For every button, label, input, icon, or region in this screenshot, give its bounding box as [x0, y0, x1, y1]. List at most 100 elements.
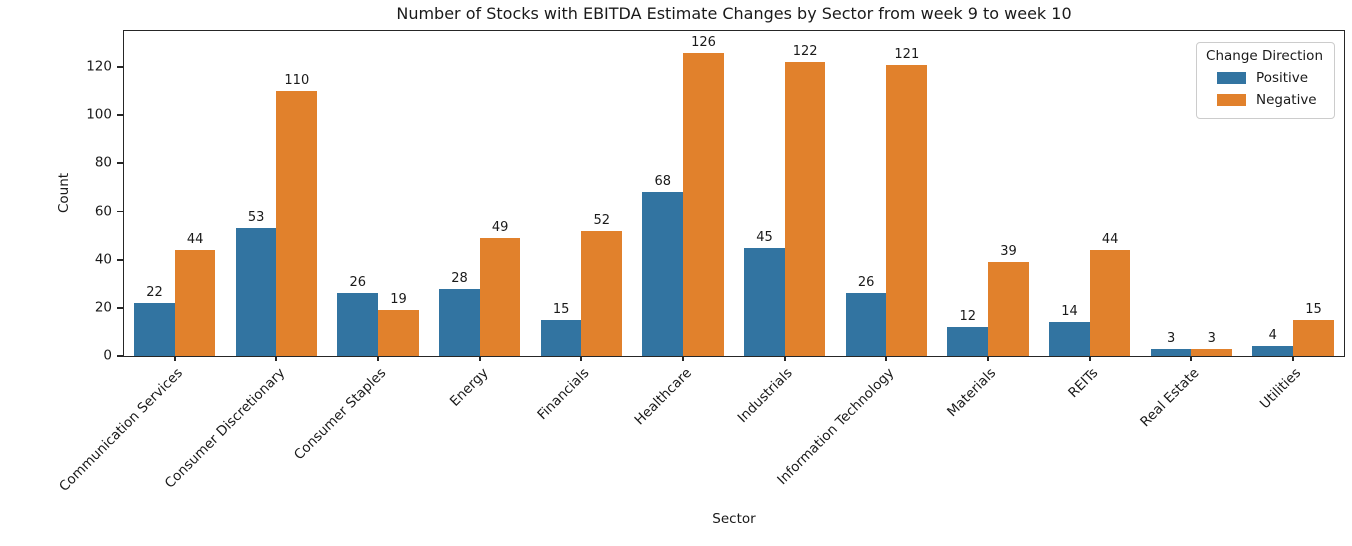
x-tick-label-financials: Financials	[534, 365, 593, 424]
bar-positive-information-technology	[845, 293, 887, 356]
bar-group-information-technology: 26 121 Information Technology	[775, 31, 938, 488]
bar-positive-real-estate	[1150, 348, 1192, 356]
bar-negative-energy	[479, 238, 521, 356]
legend: Change Direction Positive Negative	[1196, 42, 1335, 119]
x-tick-label-reits: REITs	[1065, 365, 1102, 402]
bar-negative-financials	[581, 230, 623, 356]
bar-negative-materials	[988, 262, 1029, 356]
x-tick-mark	[682, 356, 684, 361]
bar-positive-communication-services	[134, 303, 175, 356]
x-tick-mark	[580, 356, 583, 361]
plot-area: 22 44 Communication Services 53 110 Consumer …	[56, 30, 1345, 495]
bar-negative-reits	[1089, 250, 1131, 356]
bar-value-label: 121	[894, 46, 920, 62]
x-tick-mark	[1292, 356, 1294, 361]
bar-negative-industrials	[784, 62, 826, 356]
x-tick-label-utilities: Utilities	[1257, 365, 1305, 413]
bar-value-label: 126	[691, 34, 716, 50]
bar-value-label: 45	[756, 229, 773, 245]
y-tick-mark	[117, 66, 124, 68]
x-tick-label-information-technology: Information Technology	[774, 365, 898, 489]
y-tick-mark	[117, 114, 124, 117]
bar-value-label: 3	[1207, 330, 1216, 346]
chart-title: Number of Stocks with EBITDA Estimate Ch…	[396, 4, 1072, 23]
x-tick-mark	[478, 356, 481, 361]
x-tick-mark	[275, 356, 278, 361]
bar-positive-energy	[439, 288, 480, 356]
x-axis-label: Sector	[712, 511, 756, 527]
bar-negative-consumer-staples	[378, 310, 419, 356]
bar-positive-healthcare	[642, 192, 684, 356]
x-tick-label-consumer-discretionary: Consumer Discretionary	[161, 365, 288, 492]
bar-group-communication-services: 22 44 Communication Services	[56, 31, 226, 495]
x-tick-label-healthcare: Healthcare	[631, 365, 695, 429]
bar-positive-materials	[947, 327, 989, 356]
x-tick-label-materials: Materials	[944, 365, 1000, 421]
y-tick-mark	[117, 162, 124, 165]
legend-items: Positive Negative	[1206, 67, 1323, 111]
bar-value-label: 122	[792, 44, 818, 60]
y-tick-mark	[117, 306, 124, 309]
y-tick-label-60: 60	[94, 202, 112, 219]
bar-positive-consumer-staples	[337, 293, 379, 356]
bar-negative-consumer-discretionary	[276, 91, 318, 356]
bar-value-label: 52	[593, 212, 611, 228]
bar-negative-healthcare	[683, 52, 724, 356]
legend-label-negative: Negative	[1256, 92, 1317, 108]
bar-value-label: 44	[186, 232, 204, 248]
bar-value-label: 15	[1305, 301, 1322, 317]
bar-positive-utilities	[1252, 346, 1294, 356]
bar-group-industrials: 45 122 Industrials	[734, 31, 836, 426]
y-tick-mark	[117, 355, 124, 357]
legend-swatch-positive	[1217, 72, 1247, 84]
bar-value-label: 4	[1268, 328, 1277, 344]
bar-group-consumer-discretionary: 53 110 Consumer Discretionary	[161, 31, 328, 492]
legend-item-positive: Positive	[1206, 67, 1323, 89]
legend-swatch-negative	[1217, 94, 1247, 106]
legend-label-positive: Positive	[1256, 70, 1309, 86]
x-tick-label-consumer-staples: Consumer Staples	[291, 365, 390, 464]
bar-positive-industrials	[744, 247, 785, 356]
y-tick-label-120: 120	[86, 58, 112, 75]
y-tick-label-80: 80	[94, 154, 112, 171]
bar-value-label: 12	[959, 309, 977, 325]
x-tick-label-real-estate: Real Estate	[1137, 365, 1203, 431]
x-tick-mark	[173, 356, 176, 361]
x-tick-mark	[1190, 356, 1193, 361]
bar-group-energy: 28 49 Energy	[429, 31, 531, 410]
bar-value-label: 26	[349, 275, 367, 291]
bar-value-label: 26	[857, 275, 875, 291]
bar-value-label: 3	[1167, 330, 1176, 346]
y-tick-label-40: 40	[94, 250, 112, 267]
legend-title: Change Direction	[1206, 48, 1323, 64]
x-tick-mark	[987, 356, 989, 361]
x-tick-label-industrials: Industrials	[735, 365, 797, 427]
bar-value-label: 110	[284, 73, 310, 89]
legend-item-negative: Negative	[1206, 89, 1323, 111]
y-axis-label: Count	[56, 172, 72, 214]
bar-value-label: 39	[1000, 244, 1017, 260]
bar-positive-consumer-discretionary	[235, 228, 277, 356]
y-tick-label-100: 100	[86, 106, 112, 123]
bar-value-label: 14	[1061, 304, 1078, 320]
bar-positive-reits	[1049, 322, 1090, 356]
bar-negative-real-estate	[1191, 348, 1233, 356]
y-tick-mark	[117, 258, 124, 261]
bar-group-financials: 15 52 Financials	[531, 31, 633, 423]
bar-positive-financials	[540, 319, 582, 356]
bar-value-label: 28	[451, 270, 468, 286]
x-tick-mark	[377, 356, 379, 361]
bar-value-label: 44	[1101, 232, 1119, 248]
bar-value-label: 53	[247, 210, 265, 226]
y-tick-label-0: 0	[103, 347, 112, 364]
y-tick-mark	[117, 210, 124, 213]
bar-value-label: 22	[146, 285, 163, 301]
bar-group-reits: 14 44 REITs	[1039, 31, 1141, 401]
bar-group-utilities: 4 15 Utilities	[1242, 31, 1344, 412]
x-tick-mark	[783, 356, 786, 361]
bar-value-label: 68	[654, 174, 672, 190]
bar-value-label: 49	[491, 220, 509, 236]
bar-value-label: 19	[390, 292, 407, 308]
bar-negative-information-technology	[886, 64, 928, 356]
